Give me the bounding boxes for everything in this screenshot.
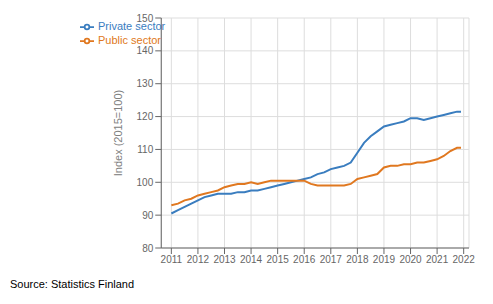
svg-text:2014: 2014 <box>240 254 263 265</box>
svg-text:80: 80 <box>142 243 154 254</box>
svg-text:2018: 2018 <box>346 254 369 265</box>
svg-text:110: 110 <box>137 144 153 155</box>
svg-text:2012: 2012 <box>187 254 210 265</box>
svg-text:2015: 2015 <box>267 254 290 265</box>
svg-text:2016: 2016 <box>293 254 316 265</box>
svg-text:2020: 2020 <box>399 254 422 265</box>
svg-text:130: 130 <box>137 78 154 89</box>
svg-text:Index (2015=100): Index (2015=100) <box>112 90 124 177</box>
svg-text:150: 150 <box>137 13 154 24</box>
svg-text:2011: 2011 <box>161 254 183 265</box>
svg-text:140: 140 <box>137 45 154 56</box>
svg-text:90: 90 <box>142 210 154 221</box>
svg-text:120: 120 <box>137 111 154 122</box>
svg-text:2013: 2013 <box>213 254 236 265</box>
svg-text:2021: 2021 <box>426 254 449 265</box>
svg-text:2022: 2022 <box>453 254 476 265</box>
svg-text:100: 100 <box>137 177 154 188</box>
svg-text:2017: 2017 <box>320 254 343 265</box>
svg-text:2019: 2019 <box>373 254 396 265</box>
